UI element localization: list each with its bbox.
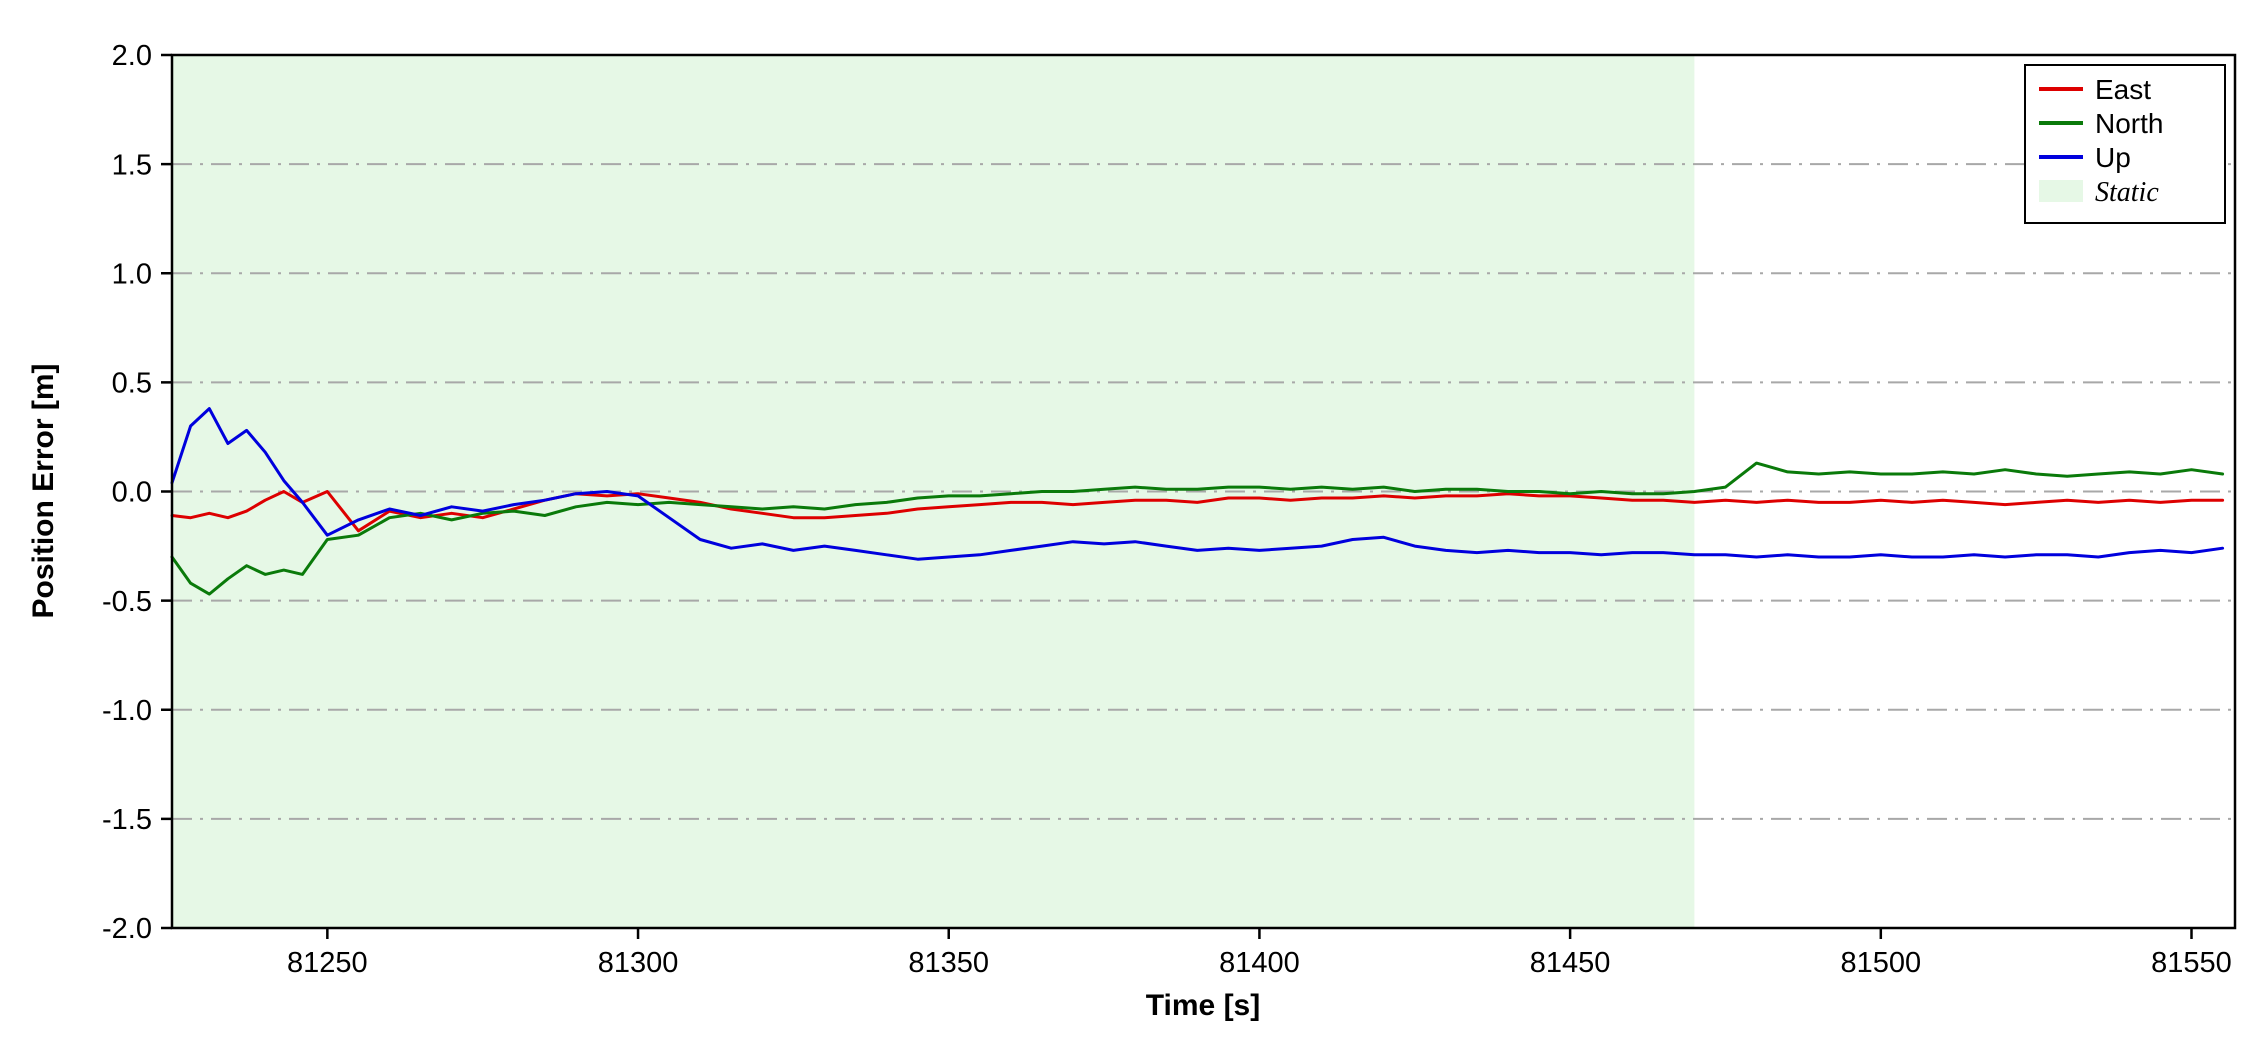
- x-tick-label: 81400: [1219, 947, 1300, 979]
- x-tick-label: 81450: [1530, 947, 1611, 979]
- y-tick-label: 2.0: [112, 40, 152, 72]
- x-tick-label: 81550: [2151, 947, 2232, 979]
- y-tick-label: -0.5: [102, 586, 152, 618]
- y-axis-label: Position Error [m]: [27, 363, 60, 619]
- legend-label-east: East: [2095, 74, 2151, 105]
- legend-label-static: Static: [2095, 177, 2159, 208]
- y-tick-label: -2.0: [102, 913, 152, 945]
- series-up: [170, 407, 2225, 561]
- y-tick-label: 1.0: [112, 258, 152, 290]
- x-tick-label: 81250: [287, 947, 368, 979]
- legend-swatch-static: [2039, 180, 2083, 202]
- y-tick-label: 0.5: [112, 368, 152, 400]
- y-tick-label: 0.0: [112, 477, 152, 509]
- y-tick-label: -1.5: [102, 804, 152, 836]
- y-tick-label: 1.5: [112, 149, 152, 181]
- x-tick-label: 81350: [908, 947, 989, 979]
- x-tick-label: 81300: [598, 947, 679, 979]
- x-axis-label: Time [s]: [1145, 989, 1261, 1022]
- legend-label-up: Up: [2095, 142, 2131, 173]
- series-north: [170, 461, 2225, 596]
- x-tick-label: 81500: [1840, 947, 1921, 979]
- y-tick-label: -1.0: [102, 695, 152, 727]
- legend-label-north: North: [2095, 108, 2163, 139]
